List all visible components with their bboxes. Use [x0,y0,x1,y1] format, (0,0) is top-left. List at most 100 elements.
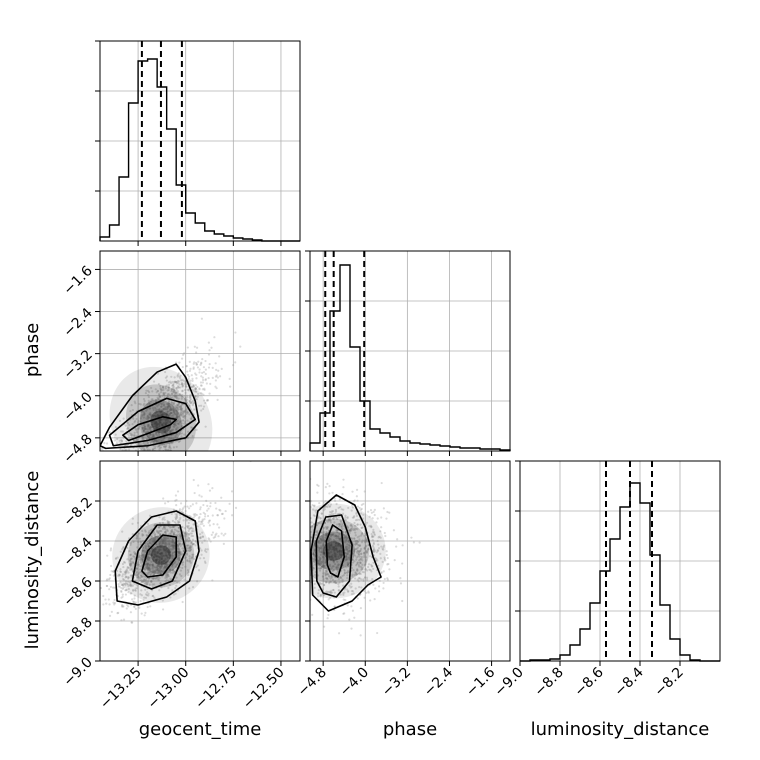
scatter-point [142,441,145,445]
scatter-point [135,571,138,575]
scatter-point [146,403,149,406]
scatter-point [164,536,168,539]
scatter-point [161,432,164,435]
scatter-point [146,418,149,421]
scatter-point [191,586,195,589]
scatter-point [332,513,335,516]
scatter-point [176,419,179,422]
scatter-point [349,529,352,533]
scatter-point [173,544,176,547]
scatter-point [185,412,188,415]
scatter-point [383,531,386,535]
scatter-point [370,511,373,514]
scatter-point [334,554,337,558]
scatter-point [335,547,338,550]
scatter-point [220,512,224,516]
scatter-point [192,402,195,405]
scatter-point [334,512,337,515]
scatter-point [149,411,152,415]
scatter-point [371,538,374,542]
scatter-point [392,529,396,532]
scatter-point [177,521,181,524]
scatter-point [189,546,192,549]
scatter-point [334,534,337,537]
scatter-point [185,410,188,413]
scatter-point [167,420,170,423]
scatter-point [156,545,160,548]
scatter-point [194,390,197,393]
scatter-point [352,528,355,531]
scatter-point [185,365,188,368]
scatter-point [138,558,142,561]
scatter-point [156,423,159,427]
scatter-point [180,381,184,384]
scatter-point [128,432,131,435]
scatter-point [216,523,219,526]
scatter-point [176,521,180,525]
scatter-point [343,569,346,572]
scatter-point [330,567,333,570]
scatter-point [333,546,336,549]
scatter-point [162,561,165,565]
scatter-point [340,526,343,529]
scatter-point [159,418,162,421]
scatter-point [177,397,180,400]
scatter-point [172,409,175,412]
scatter-point [154,421,157,425]
scatter-point [327,551,330,554]
scatter-point [355,542,358,546]
scatter-point [330,535,333,538]
scatter-point [173,394,176,397]
scatter-point [147,567,150,570]
scatter-point [174,380,177,384]
scatter-point [159,548,162,551]
scatter-point [384,559,387,562]
scatter-point [168,409,171,413]
scatter-point [234,331,237,334]
scatter-point [192,478,195,482]
scatter-point [188,395,192,399]
scatter-point [145,562,148,566]
scatter-point [136,534,139,537]
scatter-point [171,396,174,399]
scatter-point [178,421,181,424]
scatter-point [378,579,381,583]
scatter-point [189,395,192,399]
scatter-point [177,543,180,546]
scatter-point [158,419,161,422]
scatter-point [321,565,324,569]
scatter-point [148,427,151,430]
scatter-point [130,583,133,586]
scatter-point [120,439,124,442]
scatter-point [164,391,167,395]
scatter-point [332,541,335,544]
scatter-point [208,349,211,352]
scatter-point [146,591,149,594]
scatter-point [122,561,126,564]
scatter-point [173,402,176,406]
scatter-point [184,380,187,383]
scatter-point [351,573,354,576]
scatter-point [155,566,159,569]
scatter-point [175,391,178,395]
scatter-point [344,531,347,534]
scatter-point [156,558,159,561]
scatter-point [157,549,161,553]
scatter-point [139,543,142,546]
scatter-point [326,572,329,576]
scatter-point [129,584,132,587]
scatter-point [340,525,343,528]
scatter-point [155,560,158,563]
scatter-point [346,516,349,519]
scatter-point [167,579,170,582]
scatter-point [133,555,136,558]
scatter-point [102,594,105,598]
scatter-point [147,594,150,597]
scatter-point [330,544,333,547]
scatter-point [361,559,364,562]
scatter-point [313,582,316,586]
scatter-point [344,532,348,535]
scatter-point [168,394,172,397]
scatter-point [189,515,192,518]
scatter-point [311,551,315,554]
